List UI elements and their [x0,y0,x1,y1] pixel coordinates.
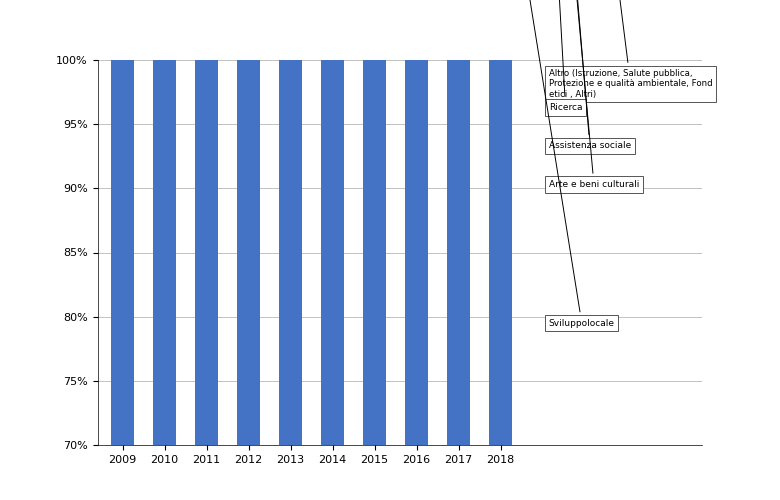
Bar [279,0,302,445]
Text: Ricerca: Ricerca [512,0,583,112]
Bar [489,0,512,445]
Bar [237,0,261,445]
Bar [447,0,470,445]
Text: Arte e beni culturali: Arte e beni culturali [512,0,639,189]
Text: Altro (Istruzione, Salute pubblica,
Protezione e qualità ambientale, Fond
etici : Altro (Istruzione, Salute pubblica, Prot… [512,0,712,99]
Bar [321,0,344,445]
Bar [111,0,134,445]
Bar [153,0,176,445]
Text: Sviluppolocale: Sviluppolocale [512,0,615,328]
Bar [363,0,386,445]
Text: Assistenza sociale: Assistenza sociale [512,0,631,150]
Bar [195,0,218,445]
Bar [405,0,428,445]
